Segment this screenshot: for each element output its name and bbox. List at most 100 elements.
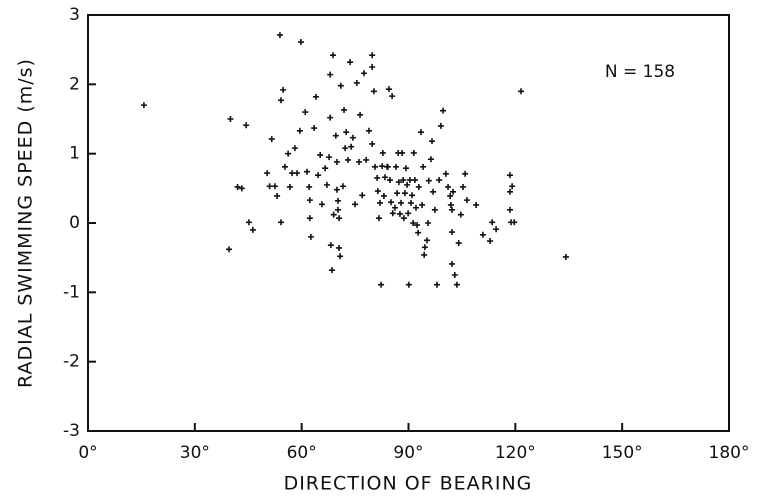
- point: [327, 242, 334, 249]
- point: [294, 170, 301, 177]
- point: [268, 136, 275, 143]
- point: [448, 206, 455, 213]
- point: [391, 204, 398, 211]
- point: [249, 226, 256, 233]
- point: [440, 107, 447, 114]
- point: [353, 79, 360, 86]
- point: [451, 272, 458, 278]
- point: [333, 186, 340, 193]
- point: [374, 174, 381, 181]
- point: [462, 170, 469, 177]
- point: [389, 210, 396, 217]
- point: [333, 158, 340, 165]
- point: [337, 82, 344, 89]
- point: [243, 122, 250, 129]
- point: [336, 244, 343, 251]
- point: [306, 183, 313, 190]
- x-axis-title: DIRECTION OF BEARING: [284, 473, 533, 495]
- point: [463, 197, 470, 204]
- point: [297, 39, 304, 46]
- point: [410, 220, 417, 226]
- point: [394, 190, 401, 197]
- point: [506, 188, 513, 195]
- x-tick-label: 90°: [393, 443, 423, 463]
- x-tick-label: 150°: [602, 443, 643, 463]
- point: [459, 183, 466, 190]
- point: [430, 188, 437, 195]
- point: [372, 163, 379, 170]
- point: [378, 281, 385, 288]
- point: [489, 219, 496, 226]
- point: [425, 220, 432, 226]
- point: [359, 192, 366, 199]
- point: [264, 170, 271, 177]
- point: [455, 240, 462, 247]
- point: [453, 281, 460, 288]
- point: [417, 129, 424, 136]
- point: [330, 52, 337, 59]
- point: [326, 154, 333, 161]
- point: [245, 219, 252, 226]
- point: [405, 210, 412, 217]
- point: [369, 64, 376, 70]
- y-tick-label: 3: [69, 5, 80, 25]
- point: [396, 210, 403, 217]
- point: [323, 181, 330, 188]
- point: [420, 163, 427, 170]
- point: [511, 219, 518, 226]
- point: [312, 93, 319, 100]
- point: [457, 211, 464, 218]
- point: [479, 231, 486, 238]
- y-tick-label: -1: [63, 282, 80, 302]
- x-tick-label: 30°: [180, 443, 210, 463]
- point: [332, 132, 339, 139]
- y-tick-label: 1: [69, 144, 80, 164]
- point: [334, 197, 341, 204]
- point: [302, 109, 309, 116]
- point: [291, 145, 298, 152]
- point: [307, 233, 314, 240]
- point: [360, 70, 367, 77]
- point: [433, 281, 440, 288]
- point: [306, 215, 313, 222]
- point: [415, 183, 422, 190]
- point: [344, 156, 351, 163]
- point: [411, 177, 418, 184]
- point: [427, 156, 434, 163]
- point: [442, 170, 449, 177]
- point: [493, 226, 500, 233]
- point: [322, 165, 329, 172]
- y-axis-title: RADIAL SWIMMING SPEED (m/s): [15, 58, 37, 388]
- point: [447, 192, 454, 199]
- point: [266, 183, 273, 190]
- point: [352, 201, 359, 208]
- point: [238, 185, 245, 192]
- point: [421, 251, 428, 258]
- point: [334, 206, 341, 213]
- point: [518, 88, 525, 95]
- annotation: N = 158: [605, 62, 675, 82]
- point: [487, 238, 494, 245]
- point: [403, 165, 410, 172]
- point: [276, 32, 283, 39]
- point: [343, 129, 350, 136]
- point: [336, 215, 343, 222]
- point: [401, 190, 408, 197]
- point: [285, 150, 292, 157]
- x-tick-label: 60°: [287, 443, 317, 463]
- point: [384, 163, 391, 170]
- x-tick-label: 120°: [495, 443, 536, 463]
- point: [450, 188, 457, 195]
- point: [341, 106, 348, 113]
- x-tick-label: 0°: [78, 443, 97, 463]
- point: [409, 192, 416, 199]
- point: [562, 253, 569, 260]
- point: [356, 158, 363, 165]
- point: [369, 140, 376, 147]
- point: [286, 183, 293, 190]
- y-tick-label: -3: [63, 421, 80, 441]
- point: [374, 188, 381, 195]
- point: [436, 177, 443, 184]
- point: [424, 237, 431, 244]
- point: [318, 201, 325, 208]
